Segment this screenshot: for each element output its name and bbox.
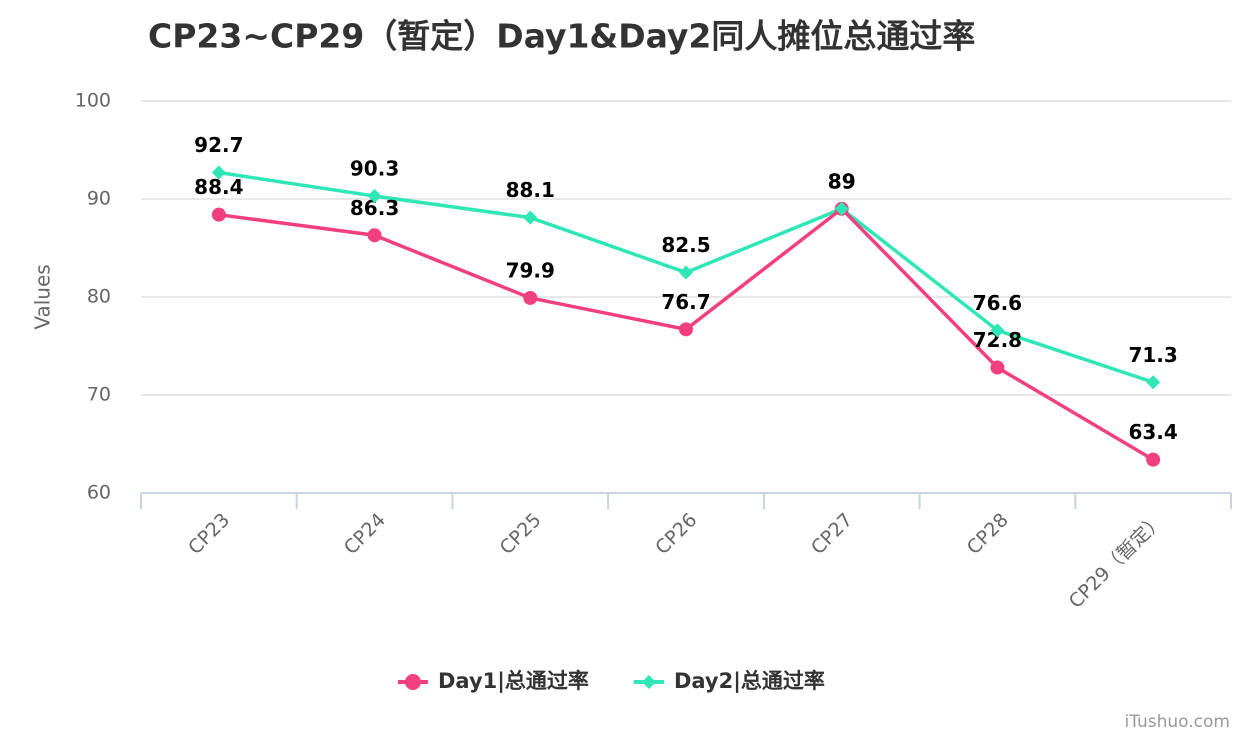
legend-item: Day2|总通过率 <box>633 669 825 694</box>
watermark: iTushuo.com <box>1124 712 1230 732</box>
data-point <box>679 322 693 337</box>
legend-label: Day2|总通过率 <box>674 669 825 694</box>
data-point <box>834 201 849 216</box>
y-tick-label: 60 <box>87 482 111 504</box>
data-point <box>990 360 1005 375</box>
x-tick-label: CP24 <box>340 509 390 559</box>
data-label: 76.7 <box>661 290 710 314</box>
data-label: 88.1 <box>506 178 555 202</box>
data-point <box>1146 375 1161 390</box>
y-tick-label: 100 <box>75 90 111 112</box>
y-tick-label: 70 <box>87 384 111 406</box>
data-label: 71.3 <box>1128 343 1177 367</box>
data-label: 79.9 <box>506 258 555 282</box>
legend-marker <box>641 675 656 689</box>
data-label: 82.5 <box>661 233 710 257</box>
x-tick-label: CP23 <box>184 509 234 559</box>
x-tick-label: CP29（暂定） <box>1065 509 1169 613</box>
x-tick-label: CP28 <box>963 509 1013 559</box>
data-point <box>523 210 538 225</box>
x-tick-label: CP25 <box>496 509 546 559</box>
data-point <box>523 290 538 305</box>
data-label: 89 <box>828 169 856 193</box>
y-tick-label: 80 <box>87 286 111 308</box>
data-label: 89 <box>828 169 856 193</box>
data-point <box>211 165 226 180</box>
data-label: 90.3 <box>350 157 399 181</box>
y-axis-label: Values <box>31 264 55 329</box>
data-point <box>679 265 693 280</box>
data-point <box>211 207 226 222</box>
chart-title: CP23~CP29（暂定）Day1&Day2同人摊位总通过率 <box>148 17 975 56</box>
data-label: 92.7 <box>194 133 243 157</box>
legend-label: Day1|总通过率 <box>438 669 589 694</box>
legend-item: Day1|总通过率 <box>398 669 589 694</box>
x-tick-label: CP27 <box>807 509 857 559</box>
data-label: 76.6 <box>973 291 1022 315</box>
data-label: 63.4 <box>1128 420 1177 444</box>
data-point <box>990 323 1005 338</box>
y-tick-label: 90 <box>87 188 111 210</box>
x-tick-label: CP26 <box>651 509 701 559</box>
data-point <box>367 228 382 243</box>
legend-marker <box>405 674 421 690</box>
data-point <box>1146 452 1161 467</box>
data-point <box>367 189 382 204</box>
